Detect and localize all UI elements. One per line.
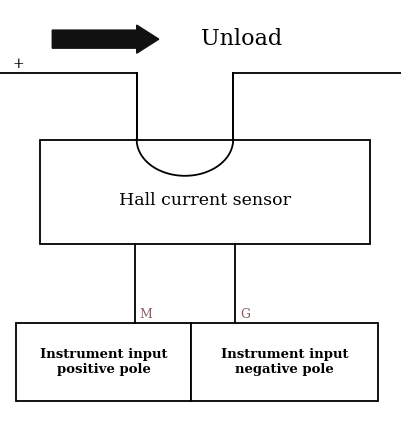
Bar	[40, 139, 369, 244]
Text: Instrument input
positive pole: Instrument input positive pole	[40, 348, 167, 376]
Bar	[190, 323, 377, 401]
Text: G: G	[239, 307, 249, 321]
FancyArrow shape	[52, 25, 158, 53]
Text: Hall current sensor: Hall current sensor	[119, 192, 290, 209]
Text: M: M	[139, 307, 152, 321]
Bar	[16, 323, 190, 401]
Text: Unload: Unload	[200, 28, 282, 50]
Text: Instrument input
negative pole: Instrument input negative pole	[220, 348, 347, 376]
Text: +: +	[12, 57, 24, 71]
